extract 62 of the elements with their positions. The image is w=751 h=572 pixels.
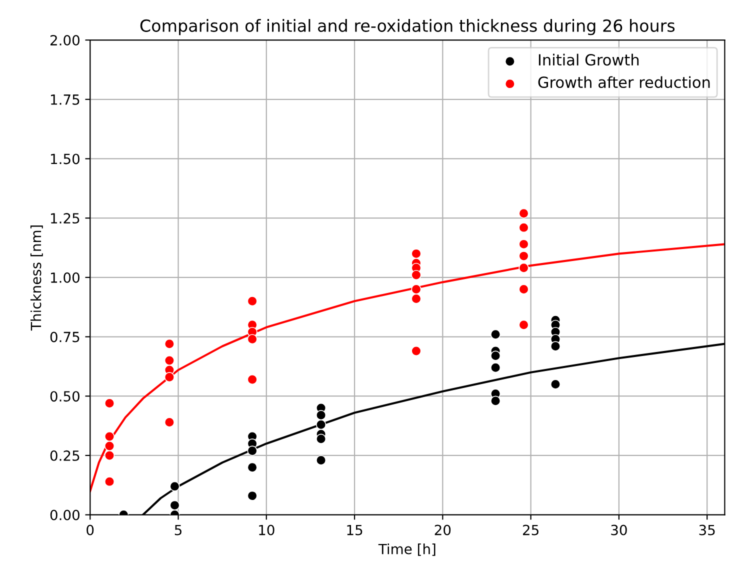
- point: [316, 410, 326, 420]
- legend-label: Initial Growth: [538, 54, 639, 66]
- point: [316, 434, 326, 444]
- point: [490, 329, 501, 340]
- point: [170, 481, 180, 492]
- point: [550, 341, 561, 352]
- point: [518, 250, 529, 262]
- point: [316, 455, 326, 466]
- chart-title: Comparison of initial and re-oxidation thickness during 26 hours: [140, 19, 675, 36]
- point: [411, 294, 422, 304]
- y-tick-label: 1.25: [51, 213, 80, 224]
- point: [247, 296, 258, 306]
- legend-label: Growth after reduction: [538, 76, 710, 88]
- point: [518, 208, 529, 218]
- point: [247, 462, 258, 472]
- point: [104, 398, 115, 408]
- x-axis-title: Time [h]: [378, 544, 436, 556]
- y-tick-label: 0.00: [50, 510, 80, 520]
- y-tick-label: 1.00: [51, 272, 80, 283]
- point: [490, 350, 501, 361]
- x-tick-label: 25: [522, 524, 538, 536]
- y-tick-label: 0.75: [50, 332, 80, 342]
- x-tick-label: 15: [347, 524, 362, 536]
- y-axis-title: Thickness [nm]: [30, 225, 43, 331]
- point: [247, 446, 258, 456]
- point: [104, 450, 115, 461]
- y-tick-label: 1.75: [51, 94, 80, 105]
- point: [247, 334, 258, 344]
- point: [518, 284, 529, 294]
- y-tick-label: 2.00: [50, 35, 80, 46]
- x-tick-label: 5: [174, 524, 182, 536]
- point: [411, 248, 422, 259]
- point: [411, 270, 422, 280]
- point: [518, 222, 529, 233]
- x-tick-label: 10: [259, 524, 274, 536]
- point: [316, 420, 326, 430]
- point: [164, 417, 175, 428]
- y-tick-label: 1.50: [51, 154, 80, 164]
- point: [170, 500, 180, 510]
- x-tick-label: 20: [434, 524, 451, 536]
- x-tick-label: 0: [86, 524, 94, 536]
- point: [104, 431, 115, 442]
- point: [164, 355, 175, 366]
- point: [411, 284, 422, 294]
- x-tick-label: 35: [699, 524, 715, 536]
- point: [164, 338, 175, 349]
- point: [411, 346, 422, 356]
- point: [104, 476, 115, 487]
- y-tick-label: 0.25: [50, 450, 80, 461]
- point: [247, 490, 258, 501]
- point: [518, 239, 529, 250]
- point: [490, 362, 501, 373]
- point: [247, 374, 258, 385]
- line-series: [90, 243, 725, 492]
- point: [490, 396, 501, 406]
- y-tick-label: 0.50: [50, 391, 80, 402]
- point: [518, 320, 529, 330]
- point: [164, 372, 175, 382]
- point: [518, 262, 529, 274]
- point: [550, 379, 561, 390]
- x-tick-label: 30: [611, 524, 627, 536]
- point: [104, 440, 115, 452]
